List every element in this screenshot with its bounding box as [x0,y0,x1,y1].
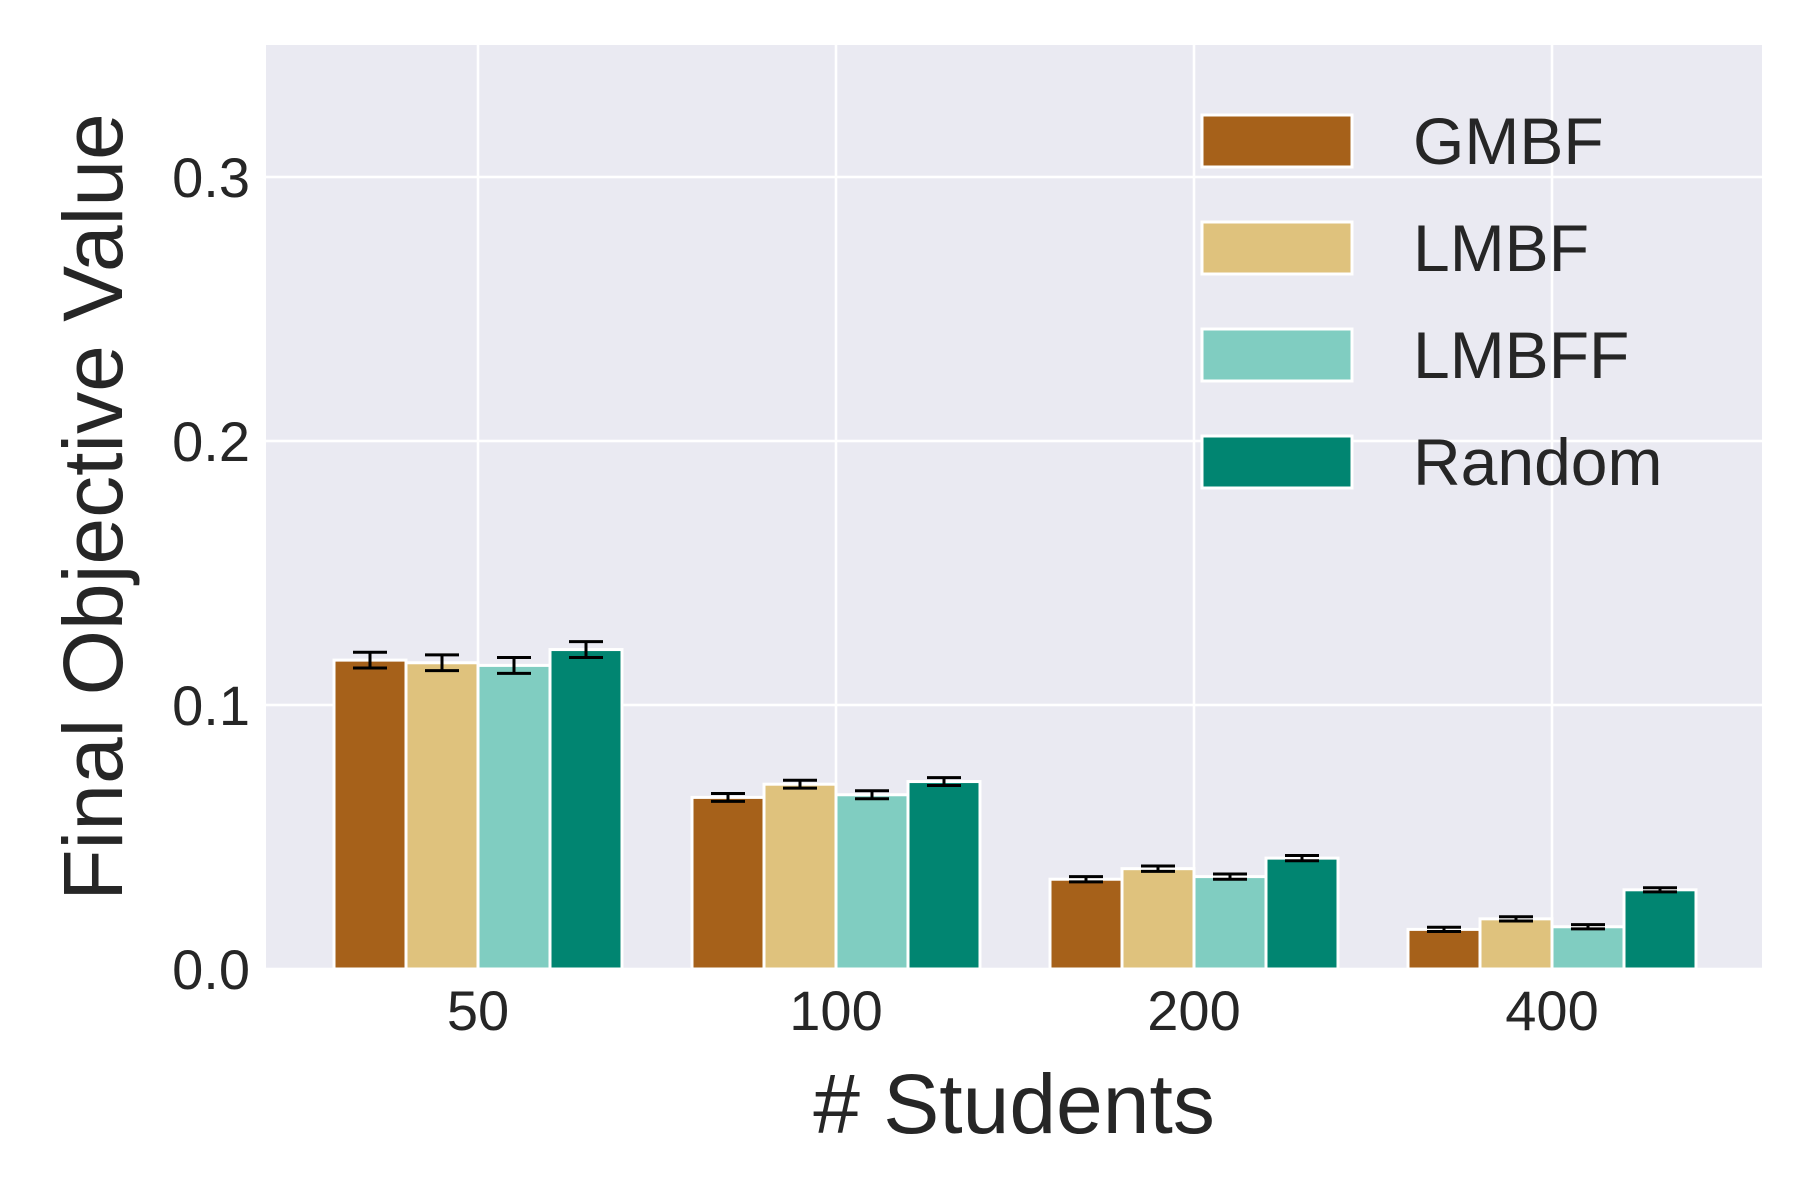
bar [1406,927,1482,971]
bars-group [332,648,1698,971]
legend-swatch [1200,113,1354,169]
bar [476,663,552,971]
error-bars-group [353,640,1677,934]
y-tick-label: 0.2 [172,410,250,473]
legend-label: Random [1413,425,1662,499]
x-tick-label: 400 [1505,979,1598,1042]
legend-label: LMBFF [1413,318,1629,392]
bar [1622,888,1698,971]
bar [834,793,910,971]
x-axis-ticks: 50 100 200 400 [447,979,1599,1042]
bar [332,658,408,971]
bar [762,782,838,971]
x-axis-label: # Students [813,1057,1215,1151]
legend-label: GMBF [1413,104,1604,178]
x-tick-label: 50 [447,979,509,1042]
bar [1550,925,1626,971]
legend: GMBF LMBF LMBFF Random [1200,104,1662,499]
legend-swatch [1200,220,1354,276]
y-tick-label: 0.0 [172,938,250,1001]
bar [1120,867,1196,971]
bar [1478,917,1554,971]
bar [548,648,624,971]
bar [906,780,982,971]
bar [1048,877,1124,971]
bar [1192,875,1268,971]
bar [404,661,480,971]
bar [690,795,766,971]
y-tick-label: 0.3 [172,146,250,209]
legend-swatch [1200,434,1354,490]
y-axis-ticks: 0.0 0.1 0.2 0.3 [172,146,250,1001]
x-tick-label: 100 [789,979,882,1042]
legend-swatch [1200,327,1354,383]
y-axis-label: Final Objective Value [46,113,140,901]
legend-label: LMBF [1413,211,1589,285]
x-tick-label: 200 [1147,979,1240,1042]
y-tick-label: 0.1 [172,674,250,737]
bar [1264,856,1340,971]
